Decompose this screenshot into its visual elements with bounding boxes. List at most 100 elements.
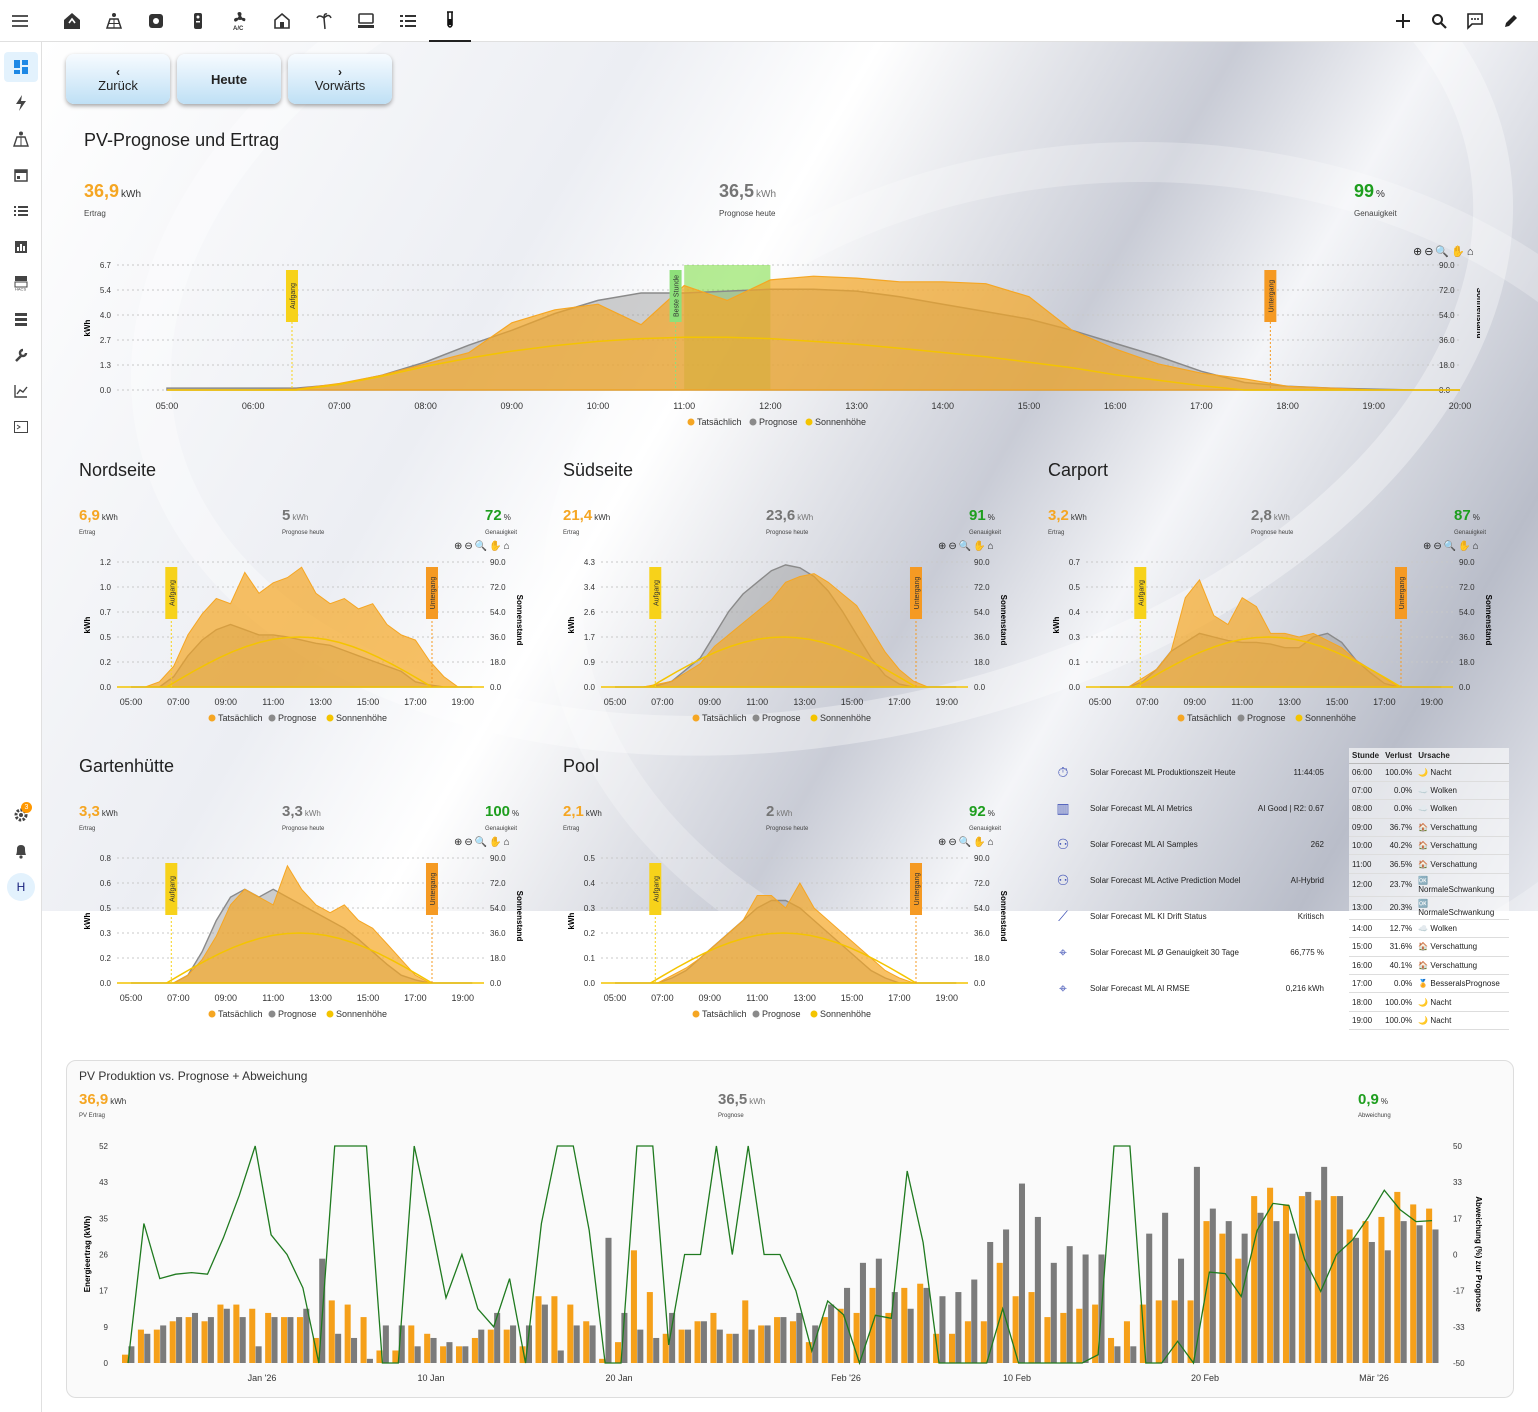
prognose-bar: [859, 1262, 866, 1363]
y-tick-label: 0.5: [100, 633, 112, 642]
menu-icon[interactable]: [0, 0, 42, 42]
avatar[interactable]: H: [7, 873, 35, 901]
table-row: 11:00 36.5% 🏠 Verschattung: [1349, 854, 1509, 874]
legend-label: Tatsächlich: [218, 1009, 263, 1019]
table-cell: 07:00: [1349, 781, 1383, 801]
table-cell: 🏠 Verschattung: [1415, 937, 1509, 957]
y-tick-label: 0.2: [584, 929, 596, 938]
panel-chart-toolbar[interactable]: ⊕⊖🔍✋⌂: [938, 541, 996, 552]
panel-ertrag-value: 3,3 kWh: [79, 803, 118, 820]
pv-bar: [1028, 1292, 1035, 1363]
pv-bar: [821, 1317, 828, 1363]
y2-tick-label: 72.0: [974, 583, 990, 592]
panel-chart-toolbar[interactable]: ⊕⊖🔍✋⌂: [1423, 541, 1481, 552]
solar-panel-icon[interactable]: [93, 0, 135, 42]
sensor-row[interactable]: ⌖ Solar Forecast ML Ø Genauigkeit 30 Tage…: [1054, 942, 1324, 962]
prognose-bar: [160, 1325, 167, 1363]
sensor-row[interactable]: ⟋ Solar Forecast ML KI Drift Status Kritis…: [1054, 906, 1324, 926]
untergang-flag: [1264, 270, 1277, 322]
legend-label: Prognose: [759, 417, 798, 427]
crosshair-icon: ⌖: [1059, 943, 1067, 960]
x-tick-label: 13:00: [309, 697, 332, 707]
x-tick-label: 05:00: [120, 993, 143, 1003]
logbook-icon[interactable]: [4, 196, 38, 226]
y2-tick-label: 18.0: [974, 954, 990, 963]
test-tube-icon[interactable]: [429, 0, 471, 42]
x-tick-label: 11:00: [262, 993, 284, 1003]
pv-bar: [774, 1317, 781, 1363]
dashboard-icon[interactable]: [4, 52, 38, 82]
panel-chart-toolbar[interactable]: ⊕⊖🔍✋⌂: [454, 541, 512, 552]
y-tick-label: 4.3: [584, 558, 596, 567]
remote-icon[interactable]: [177, 0, 219, 42]
x-tick-label: 19:00: [1421, 697, 1444, 707]
pv-bar: [964, 1321, 971, 1363]
pv-bar: [519, 1346, 526, 1363]
panel-chart-toolbar[interactable]: ⊕⊖🔍✋⌂: [454, 837, 512, 848]
terminal-icon[interactable]: [4, 412, 38, 442]
settings-icon[interactable]: 3: [4, 800, 38, 830]
brain-icon: ⚇: [1056, 871, 1070, 888]
pv-bar: [503, 1329, 510, 1363]
sensor-value: 0,216 kWh: [1285, 983, 1324, 993]
sensor-row[interactable]: ⚇ Solar Forecast ML AI Samples 262: [1054, 834, 1324, 854]
pv-bar: [471, 1337, 478, 1363]
table-cell: 12:00: [1349, 873, 1383, 897]
forward-button[interactable]: › Vorwärts: [288, 54, 392, 104]
plus-icon[interactable]: [1382, 0, 1424, 42]
prognose-label: Prognose heute: [719, 209, 776, 218]
hacs-icon[interactable]: HACS: [4, 268, 38, 298]
fan-ac-icon[interactable]: A/C: [219, 0, 261, 42]
bell-icon[interactable]: [4, 836, 38, 866]
sensor-row[interactable]: ▥ Solar Forecast ML AI Metrics AI Good | R…: [1054, 798, 1324, 818]
sensor-row[interactable]: ⏱ Solar Forecast ML Produktionszeit Heute…: [1054, 762, 1324, 782]
pv-bar: [726, 1333, 733, 1363]
house-icon[interactable]: [261, 0, 303, 42]
y-tick-label: 52: [99, 1142, 108, 1151]
prognose-bar: [303, 1308, 310, 1363]
aufgang-flag: [165, 567, 178, 619]
server-icon[interactable]: [345, 0, 387, 42]
palm-tree-icon[interactable]: [303, 0, 345, 42]
solar-panel-icon[interactable]: [4, 124, 38, 154]
y2-tick-label: 33: [1453, 1178, 1462, 1187]
y-tick-label: 35: [99, 1214, 108, 1223]
pv-bar: [789, 1321, 796, 1363]
energy-icon[interactable]: [4, 88, 38, 118]
prognose-bar: [669, 1312, 676, 1363]
table-cell: 100.0%: [1382, 763, 1416, 782]
pencil-icon[interactable]: [1490, 0, 1532, 42]
table-cell: 🏠 Verschattung: [1415, 854, 1509, 874]
table-cell: 18:00: [1349, 992, 1383, 1012]
y2-axis-label: Sonnenstand: [999, 891, 1008, 942]
y2-tick-label: 18.0: [1439, 361, 1455, 370]
chat-icon[interactable]: [1454, 0, 1496, 42]
history-icon[interactable]: [4, 232, 38, 262]
back-button[interactable]: ‹ Zurück: [66, 54, 170, 104]
y-tick-label: 0: [104, 1359, 109, 1368]
calendar-icon[interactable]: [4, 160, 38, 190]
chart-icon[interactable]: [4, 376, 38, 406]
sensor-row[interactable]: ⌖ Solar Forecast ML AI RMSE 0,216 kWh: [1054, 978, 1324, 998]
panel-chart-toolbar[interactable]: ⊕⊖🔍✋⌂: [938, 837, 996, 848]
x-tick-label: 19:00: [1363, 401, 1386, 411]
x-tick-label: 11:00: [746, 697, 768, 707]
chart-toolbar[interactable]: ⊕⊖🔍✋⌂: [1413, 246, 1476, 258]
sonnenhoehe-line: [167, 336, 1460, 391]
pv-bar: [344, 1304, 351, 1363]
y-tick-label: 0.2: [100, 954, 112, 963]
sensor-row[interactable]: ⚇ Solar Forecast ML Active Prediction Mod…: [1054, 870, 1324, 890]
y2-tick-label: 36.0: [974, 929, 990, 938]
server-icon[interactable]: [4, 304, 38, 334]
sidebar: HACS 3 H: [0, 42, 42, 1412]
wrench-icon[interactable]: [4, 340, 38, 370]
legend-marker: [687, 418, 695, 426]
y-axis-label: kWh: [83, 912, 92, 929]
device-icon[interactable]: [135, 0, 177, 42]
prognose-bar: [414, 1346, 421, 1363]
list-icon[interactable]: [387, 0, 429, 42]
home-icon[interactable]: [51, 0, 93, 42]
today-button[interactable]: Heute: [177, 54, 281, 104]
search-icon[interactable]: [1418, 0, 1460, 42]
untergang-label: Untergang: [430, 577, 437, 610]
